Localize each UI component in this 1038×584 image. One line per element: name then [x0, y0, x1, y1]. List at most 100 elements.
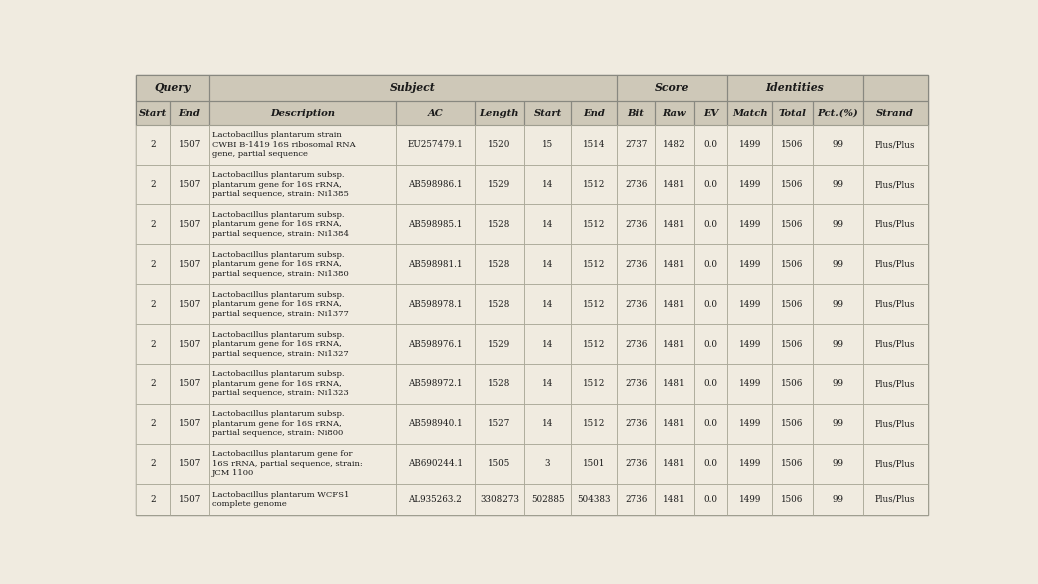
- Text: AL935263.2: AL935263.2: [409, 495, 462, 504]
- Bar: [474, 364, 524, 404]
- Text: Plus/Plus: Plus/Plus: [875, 140, 916, 149]
- Bar: [210, 444, 397, 484]
- Bar: [474, 102, 524, 124]
- Text: 1527: 1527: [488, 419, 511, 428]
- Text: 2: 2: [151, 495, 156, 504]
- Text: Plus/Plus: Plus/Plus: [875, 459, 916, 468]
- Text: 2: 2: [151, 459, 156, 468]
- Bar: [170, 404, 210, 444]
- Bar: [210, 102, 397, 124]
- Text: 1506: 1506: [782, 300, 803, 309]
- Bar: [863, 165, 928, 204]
- Text: 0.0: 0.0: [704, 459, 717, 468]
- Text: Lactobacillus plantarum subsp.
plantarum gene for 16S rRNA,
partial sequence, st: Lactobacillus plantarum subsp. plantarum…: [212, 370, 349, 398]
- Text: 1481: 1481: [663, 459, 686, 468]
- Bar: [170, 102, 210, 124]
- Bar: [617, 165, 655, 204]
- Bar: [474, 204, 524, 244]
- Bar: [524, 404, 571, 444]
- Bar: [863, 484, 928, 515]
- Bar: [772, 444, 813, 484]
- Text: 2736: 2736: [625, 495, 648, 504]
- Bar: [210, 102, 397, 124]
- Bar: [863, 284, 928, 324]
- Bar: [397, 204, 474, 244]
- Text: 2737: 2737: [625, 140, 648, 149]
- Bar: [728, 364, 772, 404]
- Bar: [813, 124, 863, 165]
- Bar: [210, 324, 397, 364]
- Text: 1514: 1514: [582, 140, 605, 149]
- Bar: [813, 165, 863, 204]
- Bar: [693, 124, 728, 165]
- Bar: [863, 204, 928, 244]
- Bar: [693, 284, 728, 324]
- Bar: [617, 124, 655, 165]
- Bar: [397, 204, 474, 244]
- Bar: [655, 324, 693, 364]
- Bar: [863, 124, 928, 165]
- Bar: [617, 444, 655, 484]
- Bar: [693, 102, 728, 124]
- Text: Subject: Subject: [390, 82, 436, 93]
- Bar: [617, 324, 655, 364]
- Bar: [136, 444, 170, 484]
- Text: 2736: 2736: [625, 180, 648, 189]
- Bar: [397, 364, 474, 404]
- Bar: [863, 284, 928, 324]
- Bar: [617, 404, 655, 444]
- Bar: [524, 244, 571, 284]
- Bar: [524, 244, 571, 284]
- Text: 1499: 1499: [738, 419, 761, 428]
- Bar: [728, 204, 772, 244]
- Bar: [693, 404, 728, 444]
- Text: Identities: Identities: [766, 82, 824, 93]
- Bar: [524, 102, 571, 124]
- Bar: [772, 364, 813, 404]
- Bar: [813, 204, 863, 244]
- Text: 2: 2: [151, 380, 156, 388]
- Bar: [474, 102, 524, 124]
- Text: 2: 2: [151, 140, 156, 149]
- Text: 0.0: 0.0: [704, 380, 717, 388]
- Bar: [655, 284, 693, 324]
- Text: 99: 99: [832, 419, 843, 428]
- Bar: [136, 324, 170, 364]
- Bar: [210, 165, 397, 204]
- Bar: [772, 204, 813, 244]
- Text: 1528: 1528: [488, 220, 511, 229]
- Bar: [524, 404, 571, 444]
- Bar: [524, 444, 571, 484]
- Text: 2: 2: [151, 300, 156, 309]
- Text: 0.0: 0.0: [704, 495, 717, 504]
- Bar: [524, 124, 571, 165]
- Bar: [728, 284, 772, 324]
- Bar: [617, 75, 728, 102]
- Bar: [524, 165, 571, 204]
- Bar: [170, 444, 210, 484]
- Bar: [474, 484, 524, 515]
- Text: Plus/Plus: Plus/Plus: [875, 220, 916, 229]
- Bar: [136, 244, 170, 284]
- Text: End: End: [583, 109, 605, 117]
- Bar: [136, 404, 170, 444]
- Bar: [813, 284, 863, 324]
- Text: 1512: 1512: [582, 339, 605, 349]
- Text: 1481: 1481: [663, 260, 686, 269]
- Text: 1507: 1507: [179, 495, 200, 504]
- Bar: [397, 284, 474, 324]
- Bar: [170, 204, 210, 244]
- Text: Plus/Plus: Plus/Plus: [875, 495, 916, 504]
- Bar: [655, 244, 693, 284]
- Text: Description: Description: [270, 109, 335, 117]
- Bar: [863, 324, 928, 364]
- Text: 14: 14: [542, 339, 553, 349]
- Bar: [571, 404, 617, 444]
- Bar: [397, 444, 474, 484]
- Bar: [210, 75, 617, 102]
- Bar: [655, 484, 693, 515]
- Bar: [571, 165, 617, 204]
- Bar: [474, 444, 524, 484]
- Bar: [524, 324, 571, 364]
- Bar: [863, 484, 928, 515]
